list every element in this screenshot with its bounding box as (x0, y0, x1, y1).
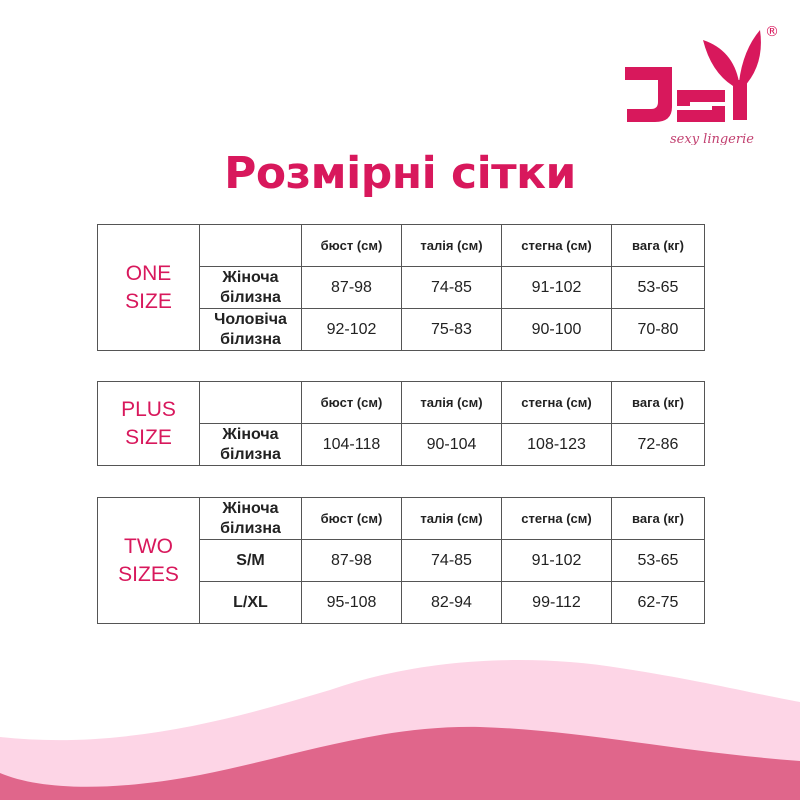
column-header: бюст (см) (301, 381, 402, 424)
cell: 62-75 (611, 581, 705, 624)
cell: 87-98 (301, 539, 402, 582)
row-label: L/XL (199, 581, 302, 624)
cell: 108-123 (501, 423, 612, 466)
group-label: TWO SIZES (97, 497, 200, 624)
column-header: талія (см) (401, 224, 502, 267)
size-table-one-size: ONE SIZE бюст (см) талія (см) стегна (см)… (97, 224, 705, 351)
decorative-waves (0, 660, 800, 800)
group-label: PLUS SIZE (97, 381, 200, 466)
table-row: L/XL 95-108 82-94 99-112 62-75 (98, 581, 705, 624)
column-header: стегна (см) (501, 224, 612, 267)
corner-cell: Жіноча білизна (199, 497, 302, 540)
column-header: стегна (см) (501, 497, 612, 540)
row-label: Жіноча білизна (199, 423, 302, 466)
table-row: S/M 87-98 74-85 91-102 53-65 (98, 539, 705, 582)
cell: 104-118 (301, 423, 402, 466)
row-label: S/M (199, 539, 302, 582)
cell: 75-83 (401, 308, 502, 351)
table-row: Чоловіча білизна 92-102 75-83 90-100 70-8… (98, 308, 705, 351)
row-label: Жіноча білизна (199, 266, 302, 309)
column-header: талія (см) (401, 497, 502, 540)
column-header: вага (кг) (611, 497, 705, 540)
jsy-logo: ® sexy lingerie (625, 24, 779, 145)
cell: 95-108 (301, 581, 402, 624)
cell: 90-100 (501, 308, 612, 351)
table-row: Жіноча білизна 87-98 74-85 91-102 53-65 (98, 266, 705, 309)
cell: 82-94 (401, 581, 502, 624)
cell: 91-102 (501, 539, 612, 582)
cell: 53-65 (611, 266, 705, 309)
row-label: Чоловіча білизна (199, 308, 302, 351)
table-row: Жіноча білизна 104-118 90-104 108-123 72-… (98, 423, 705, 466)
cell: 87-98 (301, 266, 402, 309)
corner-cell (199, 381, 302, 424)
column-header: вага (кг) (611, 381, 705, 424)
wave-dark (0, 726, 800, 800)
cell: 70-80 (611, 308, 705, 351)
cell: 72-86 (611, 423, 705, 466)
column-header: бюст (см) (301, 224, 402, 267)
logo-tagline: sexy lingerie (670, 132, 754, 145)
registered-mark: ® (765, 24, 779, 40)
column-header: бюст (см) (301, 497, 402, 540)
column-header: стегна (см) (501, 381, 612, 424)
cell: 90-104 (401, 423, 502, 466)
page-title: Розмірні сітки (224, 148, 576, 199)
column-header: вага (кг) (611, 224, 705, 267)
cell: 74-85 (401, 266, 502, 309)
cell: 99-112 (501, 581, 612, 624)
corner-cell (199, 224, 302, 267)
cell: 91-102 (501, 266, 612, 309)
cell: 92-102 (301, 308, 402, 351)
cell: 53-65 (611, 539, 705, 582)
size-table-two-sizes: TWO SIZES Жіноча білизна бюст (см) талія (… (97, 497, 705, 624)
cell: 74-85 (401, 539, 502, 582)
size-table-plus-size: PLUS SIZE бюст (см) талія (см) стегна (см… (97, 381, 705, 466)
column-header: талія (см) (401, 381, 502, 424)
group-label: ONE SIZE (97, 224, 200, 351)
